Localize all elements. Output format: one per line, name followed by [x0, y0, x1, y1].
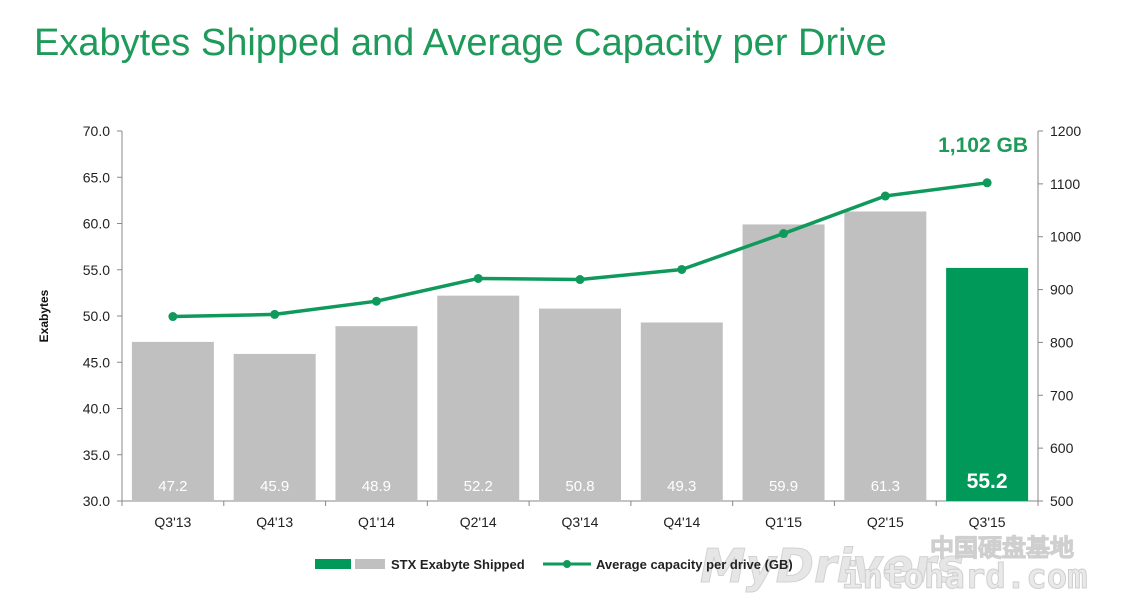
capacity-point: [270, 309, 280, 319]
capacity-point: [880, 191, 890, 201]
bar-value-label: 55.2: [967, 470, 1008, 493]
y2-tick-label: 600: [1050, 440, 1074, 456]
legend-label-line: Average capacity per drive (GB): [596, 557, 793, 572]
x-tick-label: Q2'14: [460, 514, 497, 530]
y-tick-label: 45.0: [83, 354, 110, 370]
bar-value-label: 52.2: [464, 478, 493, 495]
y-tick-label: 30.0: [83, 493, 110, 509]
capacity-callout: 1,102 GB: [938, 134, 1028, 157]
x-tick-label: Q1'14: [358, 514, 395, 530]
bar-value-label: 47.2: [158, 478, 187, 495]
capacity-point: [168, 312, 178, 322]
y-tick-label: 35.0: [83, 447, 110, 463]
x-tick-label: Q3'14: [562, 514, 599, 530]
capacity-point: [677, 264, 687, 274]
labels: 47.2 45.9 48.9 52.2 50.8 49.3 59.9 61.3 55.2 1,10…: [158, 134, 1028, 495]
y2-tick-label: 1100: [1050, 176, 1080, 192]
y2-tick-label: 1200: [1050, 123, 1081, 139]
y2-tick-label: 800: [1050, 334, 1074, 350]
bar: [335, 326, 418, 501]
legend: STX Exabyte Shipped Average capacity per …: [315, 557, 793, 572]
bar-value-label: 49.3: [667, 478, 696, 495]
watermark-domain: intohard.com: [842, 557, 1088, 597]
bar: [844, 211, 927, 501]
y-tick-label: 55.0: [83, 262, 110, 278]
bar-value-label: 45.9: [260, 478, 289, 495]
bar: [946, 267, 1029, 501]
bar-value-label: 50.8: [565, 478, 594, 495]
bar-value-label: 59.9: [769, 478, 798, 495]
x-tick-label: Q3'15: [969, 514, 1006, 530]
x-tick-label: Q2'15: [867, 514, 904, 530]
page-title: Exabytes Shipped and Average Capacity pe…: [34, 22, 887, 64]
bar: [742, 224, 825, 502]
y2-tick-label: 500: [1050, 493, 1074, 509]
legend-swatch-marker: [563, 560, 571, 568]
capacity-point: [575, 275, 585, 285]
legend-swatch-highlight: [315, 559, 351, 569]
bar: [437, 295, 520, 501]
capacity-point: [473, 273, 483, 283]
y-axis-title: Exabytes: [37, 289, 51, 342]
y-tick-label: 60.0: [83, 216, 110, 232]
watermark-text: MyDrivers: [700, 539, 964, 593]
bar: [640, 322, 723, 501]
legend-label-bars: STX Exabyte Shipped: [391, 557, 525, 572]
legend-swatch-bar: [355, 559, 385, 569]
x-tick-label: Q1'15: [765, 514, 802, 530]
bar-value-label: 61.3: [871, 478, 900, 495]
y-tick-label: 70.0: [83, 123, 110, 139]
y-tick-label: 40.0: [83, 401, 110, 417]
watermark-cjk: 中国硬盘基地: [930, 534, 1074, 562]
bar-value-label: 48.9: [362, 478, 391, 495]
capacity-point: [982, 178, 992, 188]
axes: 30.0 35.0 40.0 45.0 50.0 55.0 60.0 65.0 70.0 500 6…: [37, 123, 1081, 530]
bar: [233, 353, 316, 501]
y2-tick-label: 700: [1050, 387, 1074, 403]
bar: [131, 341, 214, 501]
x-tick-label: Q4'13: [256, 514, 293, 530]
capacity-line: [168, 178, 992, 322]
watermark: MyDrivers intohard.com 中国硬盘基地: [700, 534, 1089, 598]
x-tick-label: Q3'13: [154, 514, 191, 530]
y2-tick-label: 1000: [1050, 229, 1081, 245]
y2-tick-label: 900: [1050, 282, 1074, 298]
capacity-point: [779, 229, 789, 239]
bar: [539, 308, 621, 501]
y-tick-label: 50.0: [83, 308, 110, 324]
y-tick-label: 65.0: [83, 169, 110, 185]
x-tick-label: Q4'14: [663, 514, 700, 530]
capacity-point: [371, 296, 381, 306]
bars: [131, 211, 1029, 502]
